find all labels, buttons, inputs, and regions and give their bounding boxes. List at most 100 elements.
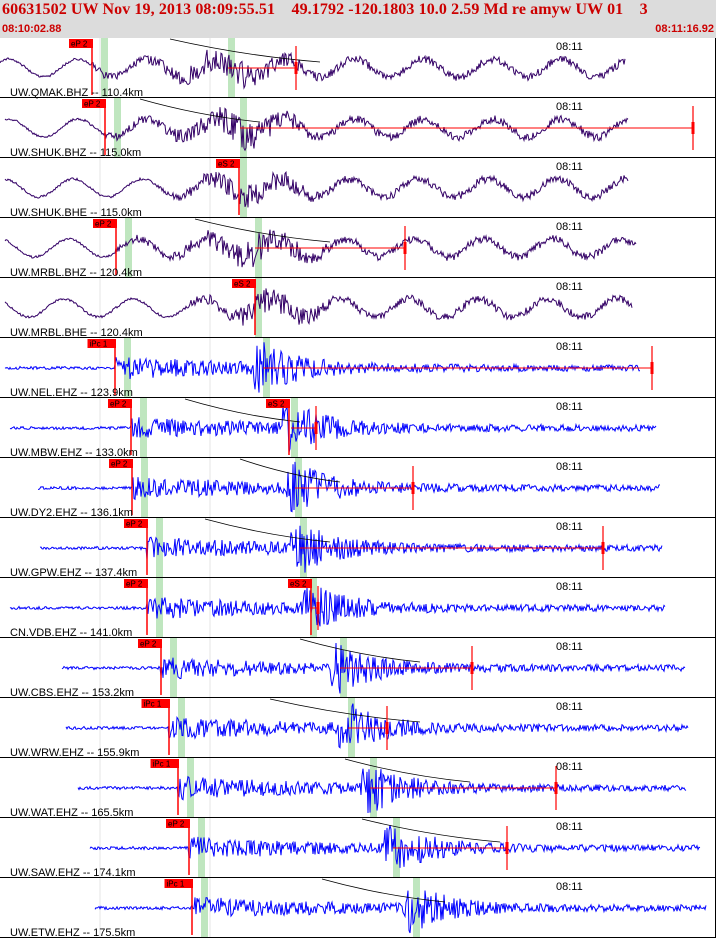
coda-marker-box: [650, 362, 654, 374]
p-pick-label: eP 2: [110, 400, 127, 409]
minute-label: 08:11: [556, 461, 583, 473]
p-pick-label: eP 2: [111, 460, 128, 469]
coda-marker-box: [554, 782, 558, 794]
p-pick-label: eP 2: [168, 820, 185, 829]
s-pick-box: [232, 279, 256, 288]
p-pick-box: [150, 759, 179, 768]
s-pick-box: [288, 579, 312, 588]
p-window-band: [140, 398, 147, 458]
travel-time-curve: [239, 458, 341, 483]
p-pick-box: [108, 399, 132, 408]
s-pick-box: [216, 159, 240, 168]
waveform-trace: [0, 49, 626, 90]
record-header: 60631502 UW Nov 19, 2013 08:09:55.51 49.…: [0, 0, 716, 38]
minute-label: 08:11: [556, 581, 583, 593]
minute-label: 08:11: [556, 281, 583, 293]
waveform-trace: [38, 461, 661, 513]
minute-label: 08:11: [556, 401, 583, 413]
p-pick-box: [138, 639, 162, 648]
station-label: UW.WRW.EHZ -- 155.9km: [10, 747, 139, 759]
p-pick-label: eP 2: [126, 580, 143, 589]
p-pick-box: [124, 579, 148, 588]
minute-label: 08:11: [556, 221, 583, 233]
p-window-band: [101, 38, 108, 98]
station-label: UW.MRBL.BHE -- 120.4km: [10, 327, 143, 339]
trace-panel: eP 2 08:11 UW.CBS.EHZ -- 153.2km: [0, 638, 716, 699]
p-pick-label: iPc 1: [167, 880, 185, 889]
coda-marker-box: [314, 422, 318, 434]
coda-marker-box: [505, 842, 509, 854]
waveform-trace: [4, 170, 629, 208]
station-label: UW.WAT.EHZ -- 165.5km: [10, 807, 133, 819]
minute-label: 08:11: [556, 101, 583, 113]
travel-time-curve: [184, 398, 301, 423]
p-pick-label: eP 2: [140, 640, 157, 649]
minute-label: 08:11: [556, 161, 583, 173]
waveform-trace: [4, 107, 629, 152]
travel-time-curve: [204, 518, 331, 543]
coda-marker-box: [470, 662, 474, 674]
travel-time-curve: [139, 98, 261, 123]
station-label: UW.SAW.EHZ -- 174.1km: [10, 867, 136, 879]
p-pick-label: eP 2: [126, 520, 143, 529]
minute-label: 08:11: [556, 881, 583, 893]
s-pick-box: [266, 399, 290, 408]
s-pick-label: eS 2: [268, 400, 285, 409]
station-label: CN.VDB.EHZ -- 141.0km: [10, 627, 132, 639]
station-label: UW.SHUK.BHE -- 115.0km: [10, 207, 142, 219]
station-label: UW.ETW.EHZ -- 175.5km: [10, 927, 135, 938]
trace-panel: eP 2 08:11 UW.QMAK.BHZ -- 110.4km: [0, 38, 716, 99]
minute-label: 08:11: [556, 521, 583, 533]
waveform-trace: [39, 525, 663, 573]
p-pick-box: [93, 219, 117, 228]
station-label: UW.NEL.EHZ -- 123.9km: [10, 387, 133, 399]
travel-time-curve: [344, 758, 471, 783]
minute-label: 08:11: [556, 41, 583, 53]
waveform-trace: [9, 587, 666, 627]
p-pick-box: [166, 819, 190, 828]
minute-label: 08:11: [556, 641, 583, 653]
s-pick-label: eS 2: [218, 160, 235, 169]
p-pick-box: [82, 99, 106, 108]
trace-panel: eP 2 eS 2 08:11 CN.VDB.EHZ -- 141.0km: [0, 578, 716, 639]
minute-label: 08:11: [556, 341, 583, 353]
waveform-trace: [4, 288, 633, 326]
waveform-trace: [61, 642, 686, 694]
waveform-trace: [89, 825, 701, 868]
p-pick-box: [69, 39, 93, 48]
window-start-time: 08:10:02.88: [2, 23, 62, 35]
p-pick-box: [141, 699, 170, 708]
p-pick-box: [164, 879, 193, 888]
event-title: 60631502 UW Nov 19, 2013 08:09:55.51 49.…: [2, 1, 648, 18]
station-label: UW.QMAK.BHZ -- 110.4km: [10, 87, 143, 99]
coda-marker-box: [411, 482, 415, 494]
trace-panel: eS 2 08:11 UW.MRBL.BHE -- 120.4km: [0, 278, 716, 339]
minute-label: 08:11: [556, 701, 583, 713]
coda-marker-box: [385, 722, 389, 734]
trace-panel: eP 2 08:11 UW.SAW.EHZ -- 174.1km: [0, 818, 716, 879]
trace-panel: eP 2 08:11 UW.GPW.EHZ -- 137.4km: [0, 518, 716, 579]
station-label: UW.SHUK.BHZ -- 115.0km: [10, 147, 141, 159]
p-window-band: [156, 518, 163, 578]
travel-time-curve: [299, 638, 421, 663]
trace-panel: eP 2 08:11 UW.MRBL.BHZ -- 120.4km: [0, 218, 716, 279]
coda-marker-box: [403, 242, 407, 254]
trace-panel: eP 2 08:11 UW.SHUK.BHZ -- 115.0km: [0, 98, 716, 159]
s-window-band: [255, 278, 262, 338]
travel-time-curve: [321, 878, 446, 903]
station-label: UW.CBS.EHZ -- 153.2km: [10, 687, 134, 699]
coda-marker-box: [294, 62, 298, 74]
p-window-band: [114, 98, 121, 158]
waveform-trace: [9, 404, 657, 453]
trace-panel: eS 2 08:11 UW.SHUK.BHE -- 115.0km: [0, 158, 716, 219]
p-window-band: [125, 218, 132, 278]
trace-panel: iPc 1 08:11 UW.WAT.EHZ -- 165.5km: [0, 758, 716, 819]
trace-panel: iPc 1 08:11 UW.NEL.EHZ -- 123.9km: [0, 338, 716, 399]
coda-marker-box: [601, 542, 605, 554]
travel-time-curve: [361, 818, 501, 843]
station-label: UW.DY2.EHZ -- 136.1km: [10, 507, 133, 519]
p-pick-label: iPc 1: [90, 340, 108, 349]
minute-label: 08:11: [556, 761, 583, 773]
window-end-time: 08:11:16.92: [655, 23, 714, 35]
